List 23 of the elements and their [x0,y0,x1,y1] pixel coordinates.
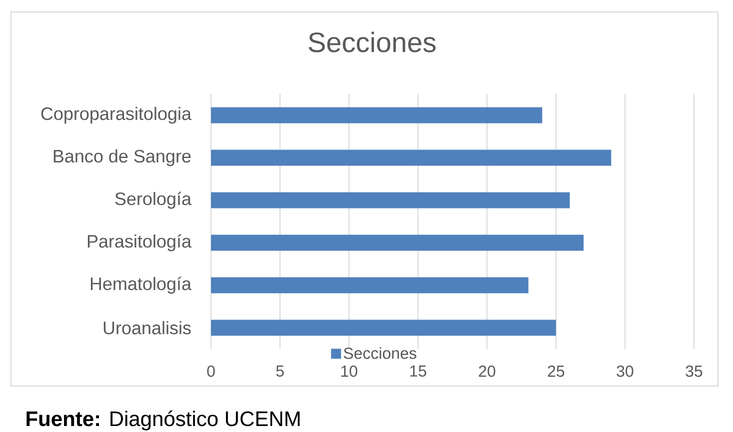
y-tick-label: Serología [115,192,192,209]
x-tick-label: 15 [410,366,426,377]
x-tick-label: 10 [341,366,358,377]
legend-label: Secciones [344,347,416,359]
x-tick-label: 30 [616,366,634,377]
bar [211,320,556,336]
x-tick-label: 0 [207,366,215,377]
bar [211,107,542,124]
bar [211,150,612,166]
x-tick-label: 25 [548,366,564,377]
y-tick-label: Parasitología [88,234,192,252]
y-tick-label: Coproparasitologia [41,106,192,124]
x-tick-label: 5 [276,366,284,377]
x-tick-label: 20 [478,366,496,377]
chart-title: Secciones [308,32,436,52]
bar [211,234,584,251]
x-tick-label: 35 [686,366,702,377]
y-tick-label: Uroanalisis [104,321,191,334]
y-tick-label: Banco de Sangre [54,149,191,166]
y-tick-label: Hematología [90,276,192,294]
bar [211,277,528,294]
bar [211,192,570,208]
text: Fuente: Diagnóstico UCENM [26,410,300,430]
